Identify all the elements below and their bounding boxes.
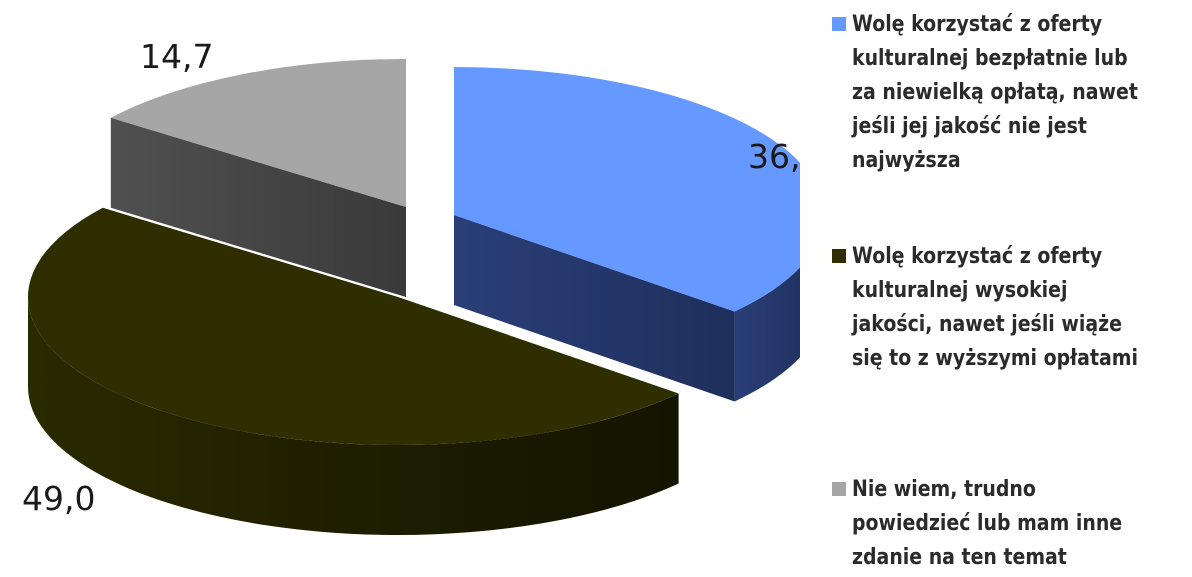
pie-slice-free-low-cost: [454, 67, 800, 402]
pie-chart-svg: 36,3 49,0 14,7: [22, 37, 800, 536]
legend-label: Wolę korzystać z oferty kulturalnej wyso…: [852, 244, 1138, 371]
legend: Wolę korzystać z oferty kulturalnej bezp…: [832, 0, 1192, 577]
value-label-dont-know: 14,7: [140, 37, 213, 76]
legend-swatch-gray: [832, 482, 846, 496]
slice-top: [110, 59, 407, 207]
legend-swatch-blue: [832, 17, 846, 31]
slice-cut-face: [110, 117, 407, 298]
slice-side: [28, 297, 679, 536]
slice-top: [27, 207, 679, 446]
pie-chart: 36,3 49,0 14,7: [22, 37, 800, 536]
legend-label: Wolę korzystać z oferty kulturalnej bezp…: [852, 12, 1138, 173]
slice-side: [734, 267, 800, 402]
legend-label: Nie wiem, trudno powiedzieć lub mam inne…: [852, 477, 1123, 570]
legend-swatch-olive: [832, 249, 846, 263]
value-label-free-low-cost: 36,3: [748, 137, 800, 176]
pie-slice-dont-know: [110, 59, 407, 298]
pie-slice-high-quality: [27, 207, 679, 536]
slice-top: [454, 67, 800, 312]
value-label-high-quality: 49,0: [22, 479, 95, 518]
slice-cut-face: [454, 215, 735, 402]
